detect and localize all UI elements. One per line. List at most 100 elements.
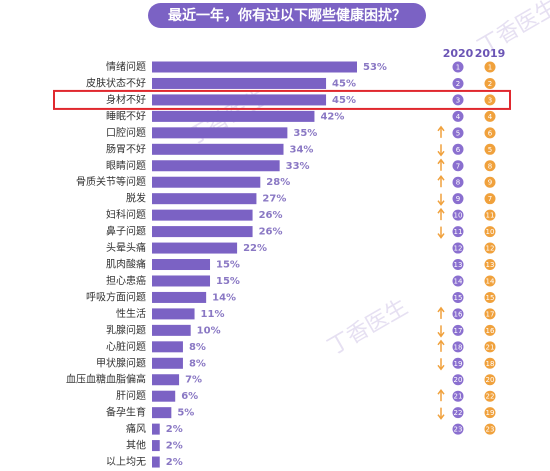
bar (152, 94, 327, 106)
rank-arrow-head (437, 200, 445, 206)
rank-badge (484, 209, 496, 221)
bar (152, 357, 183, 369)
rank-label: 10 (454, 212, 463, 220)
rank-label: 23 (486, 426, 495, 434)
highlight-box (53, 89, 511, 110)
category-label: 鼻子问题 (106, 225, 146, 238)
category-label: 骨质关节等问题 (76, 175, 146, 188)
rank-badge (484, 390, 496, 402)
value-label: 8% (189, 358, 206, 369)
rank-badge (452, 390, 464, 402)
value-label: 14% (212, 292, 236, 303)
category-label: 血压血糖血脂偏高 (66, 373, 146, 386)
rank-badge (452, 77, 464, 89)
rank-label: 13 (486, 261, 495, 269)
bar (152, 407, 172, 419)
bar (152, 341, 183, 353)
category-label: 睡眠不好 (106, 109, 146, 122)
rank-badge (452, 324, 464, 336)
value-label: 53% (363, 62, 387, 73)
rank-badge (452, 423, 464, 435)
bar (152, 259, 211, 271)
category-label: 皮肤状态不好 (86, 76, 146, 89)
category-label: 肝问题 (116, 389, 146, 402)
rank-badge (452, 242, 464, 254)
rank-label: 19 (454, 360, 463, 368)
bar (152, 242, 238, 254)
bar (152, 176, 261, 188)
category-label: 备孕生育 (106, 406, 146, 419)
category-label: 脱发 (126, 192, 146, 205)
value-label: 2% (166, 424, 183, 435)
bar (152, 324, 191, 336)
rank-badge (452, 127, 464, 139)
rank-badge (484, 308, 496, 320)
rank-label: 11 (454, 228, 463, 236)
category-label: 身材不好 (106, 93, 146, 106)
rank-badge (484, 291, 496, 303)
bar (152, 127, 288, 139)
rank-badge (484, 242, 496, 254)
category-label: 口腔问题 (106, 126, 146, 139)
rank-label: 7 (456, 162, 460, 170)
rank-label: 15 (454, 294, 463, 302)
value-label: 28% (266, 177, 290, 188)
value-label: 35% (293, 128, 317, 139)
rank-badge (452, 374, 464, 386)
rank-badge (452, 291, 464, 303)
category-label: 头晕头痛 (106, 241, 146, 254)
value-label: 34% (290, 144, 314, 155)
rank-label: 23 (454, 426, 463, 434)
value-label: 45% (332, 78, 356, 89)
bar (152, 291, 207, 303)
rank-arrow-head (437, 339, 445, 346)
rank-badge (484, 357, 496, 369)
bar (152, 143, 284, 155)
rank-badge (452, 143, 464, 155)
chart-title: 最近一年，你有过以下哪些健康困扰？ (168, 7, 406, 24)
rank-badge (484, 275, 496, 287)
category-label: 眼睛问题 (106, 159, 146, 172)
rank-badge (484, 110, 496, 122)
rank-label: 11 (486, 212, 495, 220)
rank-label: 18 (486, 360, 495, 368)
rank-label: 21 (486, 343, 495, 351)
value-label: 2% (166, 441, 183, 452)
category-label: 以上均无 (106, 456, 146, 468)
category-label: 呼吸方面问题 (86, 290, 146, 303)
rank-badge (452, 357, 464, 369)
rank-label: 6 (488, 129, 493, 137)
rank-badge (484, 176, 496, 188)
rank-badge (484, 341, 496, 353)
rank-badge (484, 127, 496, 139)
rank-badge (484, 226, 496, 238)
title-pill (148, 3, 426, 28)
rank-badge (452, 61, 464, 73)
rank-label: 1 (456, 64, 460, 72)
category-label: 妇科问题 (106, 208, 146, 221)
rank-badge (452, 176, 464, 188)
rank-label: 16 (454, 310, 463, 318)
value-label: 15% (216, 260, 240, 271)
rank-label: 8 (488, 162, 492, 170)
rank-badge (484, 160, 496, 172)
category-label: 甲状腺问题 (96, 356, 146, 369)
rank-label: 3 (456, 96, 460, 104)
rank-badge (484, 193, 496, 205)
rank-badge (484, 423, 496, 435)
rank-label: 16 (486, 327, 495, 335)
rank-label: 4 (488, 113, 493, 121)
rank-badge (484, 61, 496, 73)
rank-arrow-head (437, 388, 445, 395)
rank-label: 9 (488, 179, 492, 187)
rank-label: 6 (456, 146, 461, 154)
rank-label: 10 (486, 228, 495, 236)
bar (152, 374, 180, 386)
rank-label: 14 (486, 277, 495, 285)
rank-badge (452, 259, 464, 271)
rank-badge (452, 308, 464, 320)
rank-badge (452, 341, 464, 353)
bar (152, 77, 327, 89)
rank-label: 5 (456, 129, 460, 137)
